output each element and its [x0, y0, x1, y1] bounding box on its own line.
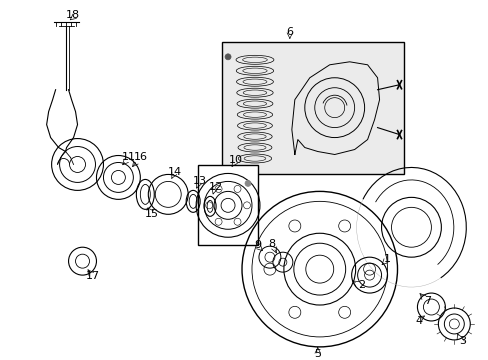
Text: 9: 9 [254, 240, 261, 250]
Text: 18: 18 [65, 10, 80, 20]
Text: 7: 7 [423, 296, 430, 306]
Text: 10: 10 [228, 156, 243, 166]
Text: 16: 16 [133, 153, 147, 162]
Text: 3: 3 [458, 336, 465, 346]
Text: 2: 2 [357, 280, 365, 290]
Text: 13: 13 [193, 176, 207, 186]
Text: 1: 1 [383, 254, 390, 264]
Text: 15: 15 [145, 209, 159, 219]
Bar [198, 166, 258, 245]
Text: 4: 4 [415, 316, 422, 326]
Text: 5: 5 [314, 349, 321, 359]
Circle shape [224, 54, 230, 60]
Text: 8: 8 [268, 239, 275, 249]
Text: 6: 6 [286, 27, 293, 37]
Text: 11: 11 [121, 153, 135, 162]
Text: 12: 12 [208, 183, 223, 192]
Circle shape [244, 180, 250, 186]
Bar [222, 42, 404, 175]
Text: 17: 17 [85, 271, 100, 281]
Text: 14: 14 [168, 167, 182, 177]
